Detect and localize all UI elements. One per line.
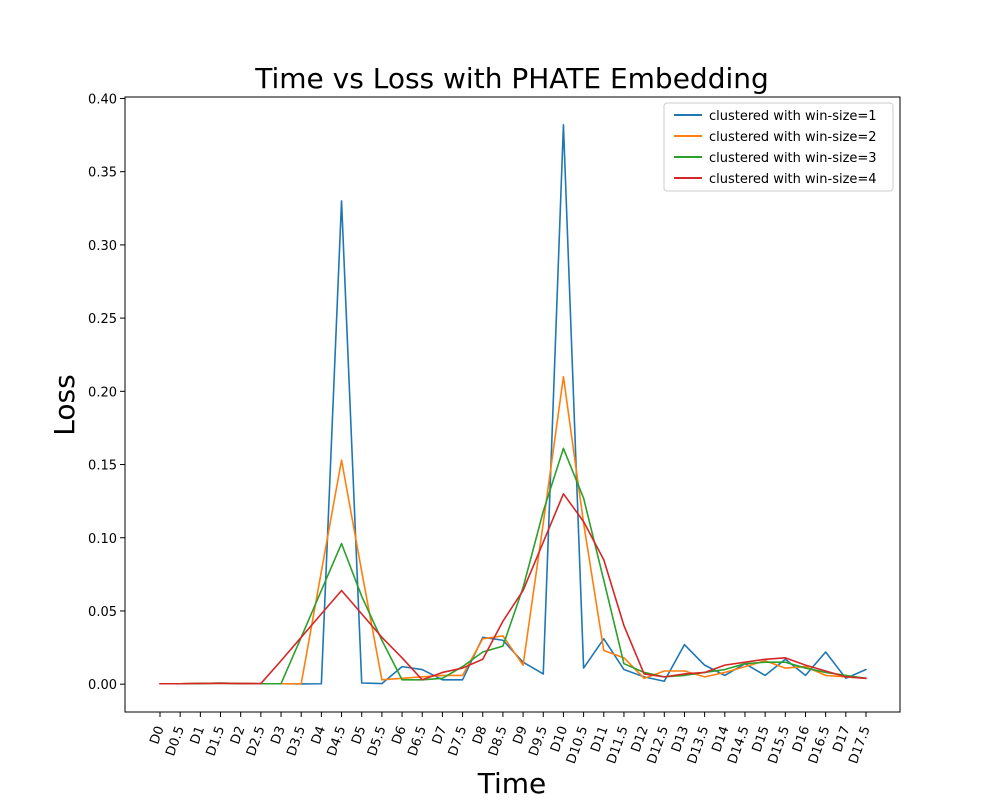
legend-box: [663, 102, 894, 192]
x-tick-label: D4: [309, 724, 329, 746]
legend-entry: clustered with win-size=1: [709, 109, 877, 124]
x-tick-label: D2: [228, 724, 248, 746]
x-tick-label: D9: [510, 724, 530, 746]
y-tick-label: 0.35: [88, 166, 117, 181]
x-tick-label: D1: [188, 724, 208, 746]
x-tick-label: D5: [349, 724, 369, 746]
legend-entry: clustered with win-size=4: [709, 172, 877, 187]
y-tick-label: 0.25: [88, 312, 117, 327]
legend: clustered with win-size=1 clustered with …: [663, 102, 894, 192]
legend-entry: clustered with win-size=2: [709, 130, 877, 145]
y-tick-label: 0.40: [88, 92, 117, 107]
y-axis-label: Loss: [48, 374, 81, 435]
plot-area: 0.000.050.100.150.200.250.300.350.40D0D0…: [88, 92, 901, 766]
series-line-3: [159, 447, 867, 685]
y-tick-label: 0.05: [88, 605, 117, 620]
y-tick-label: 0.15: [88, 459, 117, 474]
y-tick-label: 0.00: [88, 678, 117, 693]
y-tick-label: 0.30: [88, 239, 117, 254]
x-tick-label: D6: [389, 724, 409, 746]
series-line-1: [159, 124, 867, 685]
y-tick-label: 0.20: [88, 385, 117, 400]
chart-title: Time vs Loss with PHATE Embedding: [254, 62, 769, 95]
x-tick-label: D8: [470, 724, 490, 746]
plot-frame: [124, 96, 901, 713]
x-axis-label: Time: [477, 767, 547, 800]
x-tick-label: D0: [147, 724, 167, 746]
series-line-4: [159, 493, 867, 685]
legend-entry: clustered with win-size=3: [709, 151, 877, 166]
x-tick-label: D7: [430, 724, 450, 746]
y-tick-label: 0.10: [88, 532, 117, 547]
series-line-2: [159, 375, 867, 685]
x-tick-label: D3: [268, 724, 288, 746]
